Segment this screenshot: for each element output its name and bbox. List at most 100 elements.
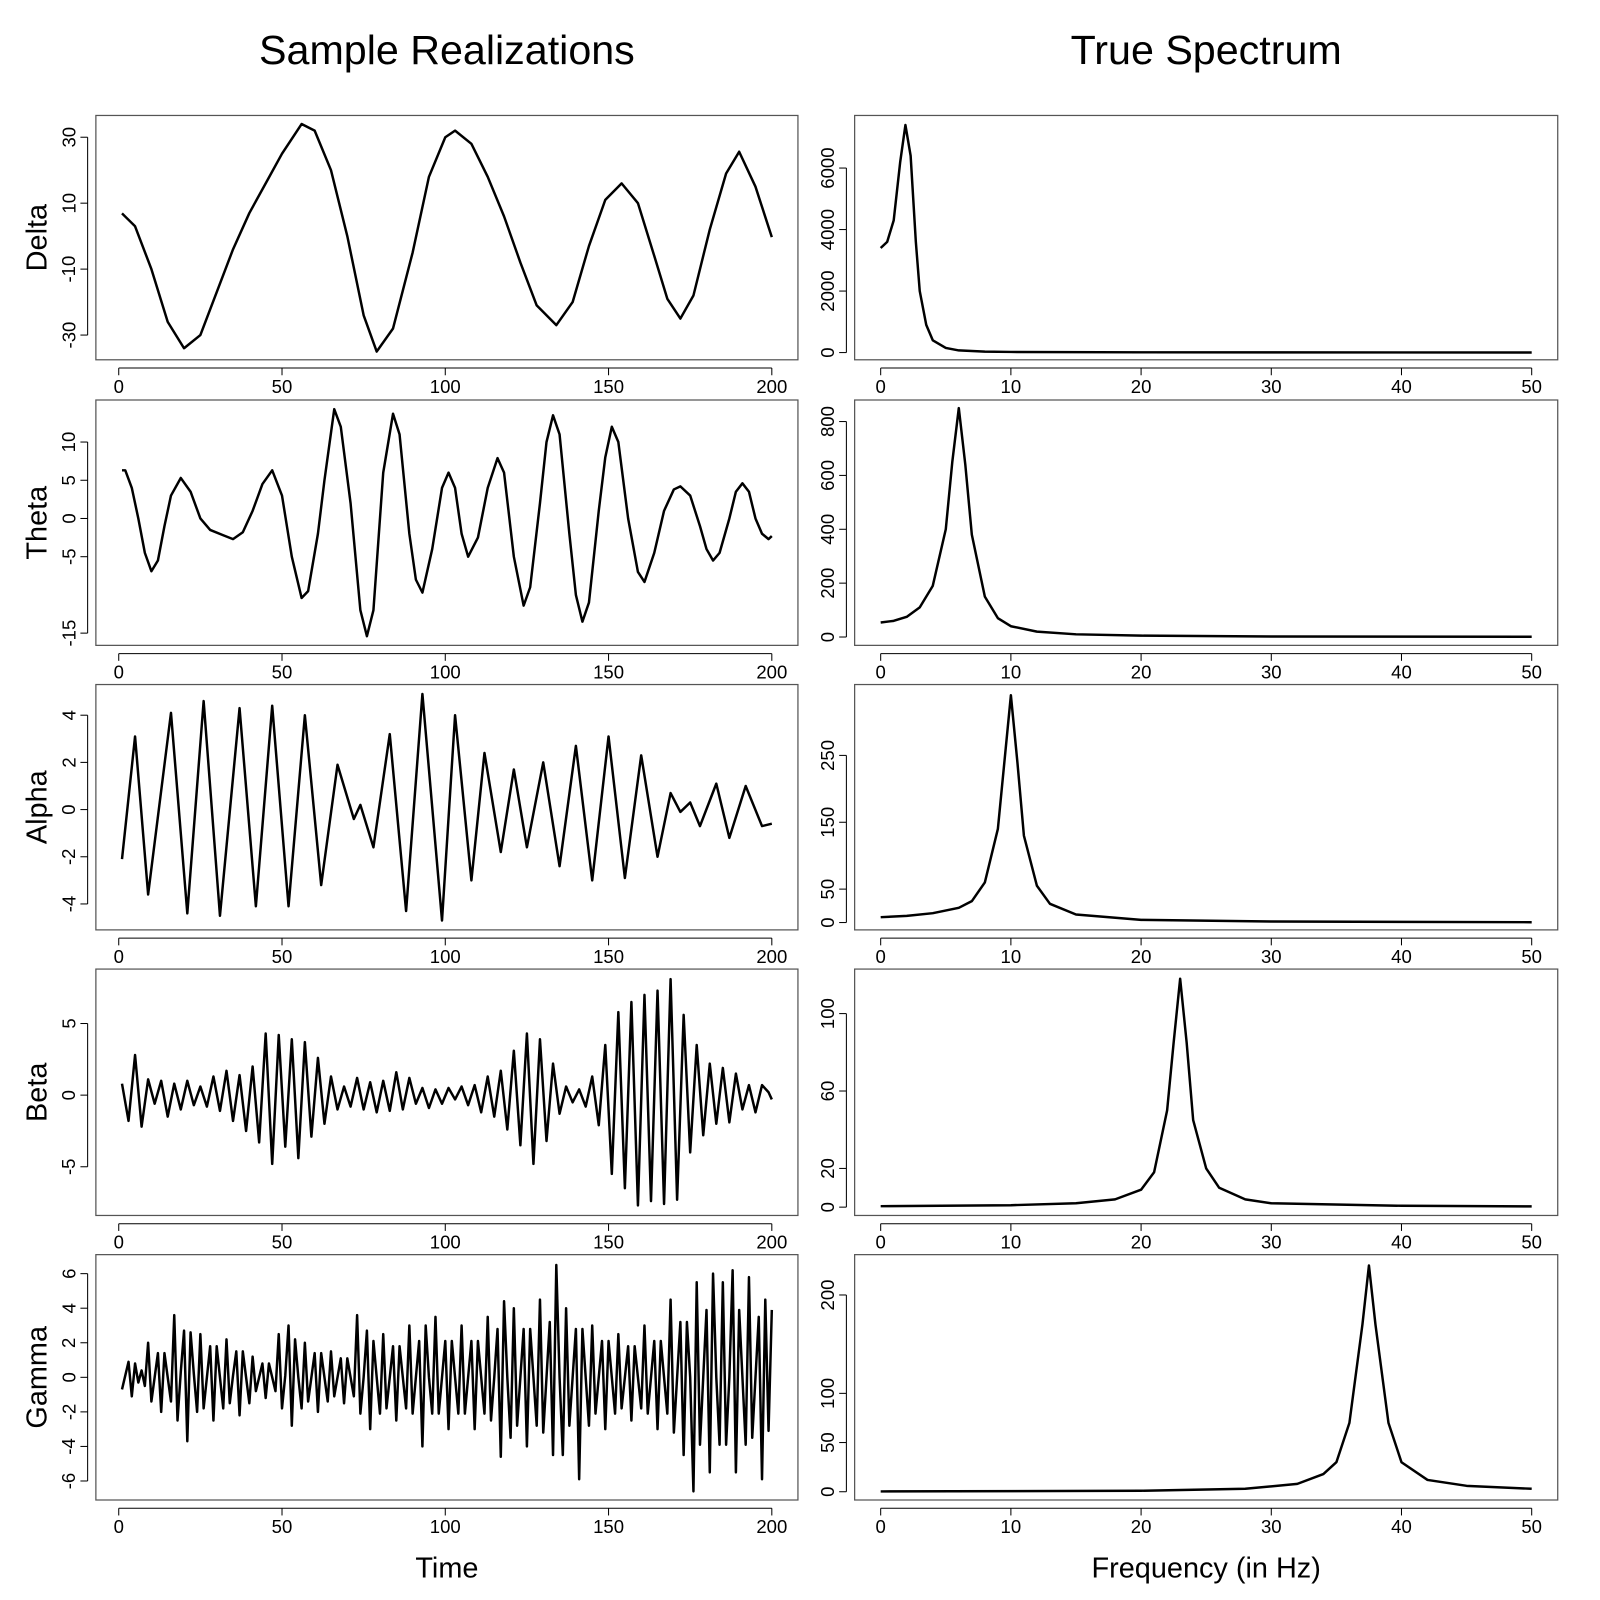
y-tick-label: 150 xyxy=(817,807,838,838)
y-tick-label: 0 xyxy=(817,1487,838,1497)
y-tick-label: 100 xyxy=(817,1378,838,1409)
x-tick-label: 200 xyxy=(756,1231,787,1252)
y-tick-label: 600 xyxy=(817,460,838,491)
x-tick-label: 40 xyxy=(1391,376,1412,397)
x-tick-label: 0 xyxy=(876,1231,886,1252)
x-tick-label: 10 xyxy=(1001,946,1022,967)
x-tick-label: 50 xyxy=(272,1516,293,1537)
y-tick-label: 0 xyxy=(817,632,838,642)
x-tick-label: 40 xyxy=(1391,661,1412,682)
y-tick-label: 30 xyxy=(58,127,79,148)
x-tick-label: 50 xyxy=(1521,946,1542,967)
series-line xyxy=(121,122,773,353)
x-tick-label: 0 xyxy=(114,946,124,967)
y-tick-label: -2 xyxy=(58,849,79,866)
series-line xyxy=(880,694,1532,924)
series-line xyxy=(879,123,1532,354)
y-tick-label: 2 xyxy=(58,1338,79,1348)
x-axis-label: Frequency (in Hz) xyxy=(1092,1552,1321,1584)
x-tick-label: 0 xyxy=(876,1516,886,1537)
x-tick-label: 100 xyxy=(430,376,461,397)
y-tick-label: 50 xyxy=(817,1432,838,1453)
y-tick-label: 5 xyxy=(58,1018,79,1028)
y-tick-label: 250 xyxy=(817,740,838,771)
x-tick-label: 200 xyxy=(756,376,787,397)
x-tick-label: 150 xyxy=(593,376,624,397)
x-tick-label: 0 xyxy=(876,946,886,967)
y-tick-label: 100 xyxy=(817,998,838,1029)
x-tick-label: 50 xyxy=(272,1231,293,1252)
x-tick-label: 30 xyxy=(1261,1231,1282,1252)
y-tick-label: 0 xyxy=(58,1090,79,1100)
x-tick-label: 50 xyxy=(272,946,293,967)
plot-frame xyxy=(95,399,799,646)
x-tick-label: 200 xyxy=(756,661,787,682)
y-tick-label: -5 xyxy=(58,548,79,565)
y-tick-label: 2000 xyxy=(817,270,838,311)
plot-frame xyxy=(95,1254,799,1501)
y-tick-label: 10 xyxy=(58,193,79,214)
x-tick-label: 10 xyxy=(1001,1516,1022,1537)
x-tick-label: 200 xyxy=(756,1516,787,1537)
y-tick-label: 5 xyxy=(58,475,79,485)
x-tick-label: 150 xyxy=(593,661,624,682)
y-tick-label: 10 xyxy=(58,432,79,453)
y-tick-label: 400 xyxy=(817,514,838,545)
x-tick-label: 0 xyxy=(114,1231,124,1252)
y-tick-label: 800 xyxy=(817,406,838,437)
y-tick-label: -5 xyxy=(58,1159,79,1175)
plot-frame xyxy=(95,968,799,1217)
x-tick-label: 50 xyxy=(1521,1516,1542,1537)
y-tick-label: 200 xyxy=(817,1279,838,1310)
x-tick-label: 20 xyxy=(1131,946,1152,967)
x-tick-label: 0 xyxy=(114,376,124,397)
x-tick-label: 30 xyxy=(1261,376,1282,397)
x-tick-label: 200 xyxy=(756,946,787,967)
x-tick-label: 100 xyxy=(430,1516,461,1537)
x-tick-label: 0 xyxy=(114,1516,124,1537)
plot-frame xyxy=(854,1254,1559,1501)
y-tick-label: -10 xyxy=(58,256,79,283)
y-tick-label: -4 xyxy=(58,896,79,913)
x-tick-label: 50 xyxy=(272,376,293,397)
x-tick-label: 10 xyxy=(1001,661,1022,682)
series-line xyxy=(880,1264,1532,1493)
x-tick-label: 20 xyxy=(1131,1516,1152,1537)
x-tick-label: 0 xyxy=(876,661,886,682)
y-tick-label: 6 xyxy=(58,1268,79,1278)
y-tick-label: -4 xyxy=(58,1438,79,1454)
y-tick-label: 4 xyxy=(58,1303,79,1313)
x-tick-label: 100 xyxy=(430,946,461,967)
series-line xyxy=(120,977,773,1207)
y-tick-label: 50 xyxy=(817,879,838,900)
x-tick-label: 10 xyxy=(1001,376,1022,397)
series-line xyxy=(880,406,1532,638)
x-tick-label: 50 xyxy=(1521,376,1542,397)
y-tick-label: -2 xyxy=(58,1404,79,1421)
y-tick-label: 0 xyxy=(58,1372,79,1382)
series-line xyxy=(120,692,773,922)
plot-frame xyxy=(854,114,1559,361)
x-tick-label: 150 xyxy=(593,1516,624,1537)
x-tick-label: 30 xyxy=(1261,946,1282,967)
x-tick-label: 150 xyxy=(593,1231,624,1252)
x-tick-label: 30 xyxy=(1261,661,1282,682)
y-tick-label: 4 xyxy=(58,710,79,720)
plot-frame xyxy=(95,683,799,931)
y-tick-label: 0 xyxy=(817,917,838,927)
y-tick-label: 6000 xyxy=(817,147,838,188)
series-line xyxy=(121,407,773,638)
x-tick-label: 10 xyxy=(1001,1231,1022,1252)
x-tick-label: 0 xyxy=(876,376,886,397)
x-tick-label: 40 xyxy=(1391,1516,1412,1537)
x-tick-label: 20 xyxy=(1131,376,1152,397)
plot-frame xyxy=(854,683,1559,931)
row-label: Alpha xyxy=(21,769,53,844)
series-line xyxy=(880,977,1532,1208)
x-tick-label: 150 xyxy=(593,946,624,967)
row-label: Gamma xyxy=(21,1325,53,1429)
y-tick-label: 0 xyxy=(817,347,838,357)
row-label: Delta xyxy=(21,203,53,271)
y-tick-label: 0 xyxy=(58,804,79,814)
